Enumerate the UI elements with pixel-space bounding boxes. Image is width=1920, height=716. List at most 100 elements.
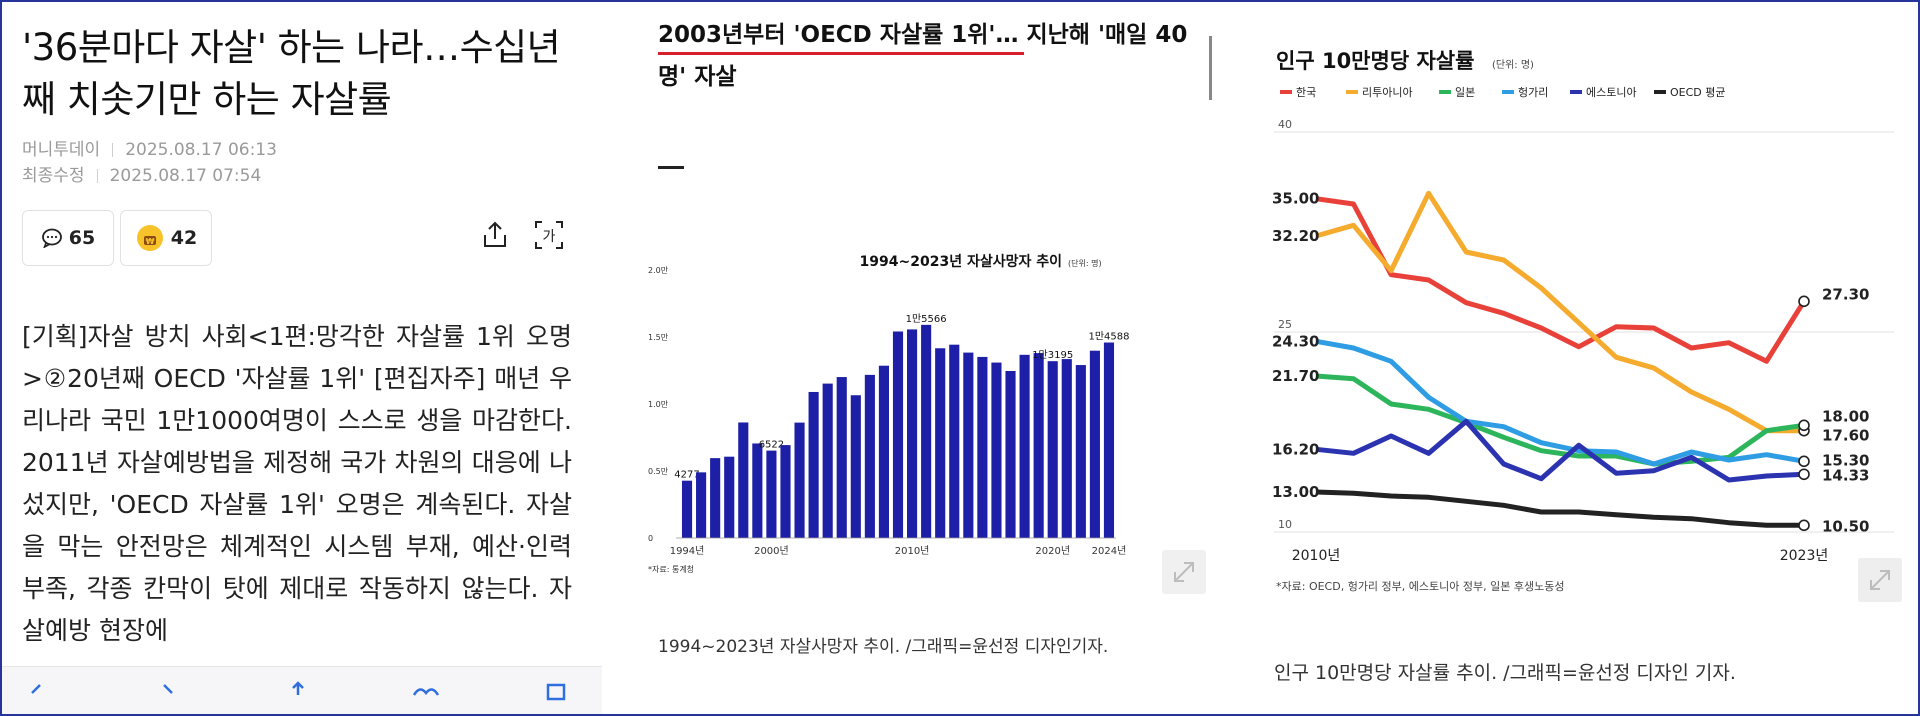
comments-button[interactable]: 65: [22, 210, 114, 266]
series-line: [1315, 373, 1805, 467]
meta-divider: [96, 169, 98, 183]
series-end-marker: [1798, 455, 1810, 468]
series-end-marker: [1798, 519, 1810, 532]
svg-text:가: 가: [543, 229, 556, 245]
legend-swatch: [1570, 90, 1582, 94]
share-icon[interactable]: [478, 218, 512, 252]
bar: [836, 377, 847, 538]
series-end-marker: [1798, 295, 1810, 308]
svg-text:₩: ₩: [145, 237, 154, 246]
series-end-marker: [1798, 468, 1810, 481]
series-start-label: 21.70: [1272, 367, 1319, 385]
expand-icon: [1174, 562, 1194, 582]
bar-data-label: 4277: [674, 470, 699, 481]
y-tick-label: 0.5만: [648, 467, 669, 476]
bar: [724, 456, 735, 538]
x-tick-label: 2024년: [1092, 545, 1127, 557]
series-end-label: 15.30: [1822, 451, 1869, 469]
article-source[interactable]: 머니투데이: [22, 140, 101, 160]
bar: [808, 391, 819, 538]
series-line: [1315, 338, 1805, 467]
bar: [1089, 350, 1100, 538]
bar: [949, 344, 960, 538]
tabs-icon[interactable]: [540, 681, 572, 701]
expand-image-button[interactable]: [1162, 550, 1206, 594]
bar: [935, 348, 946, 538]
bar: [822, 383, 833, 538]
bar: [1047, 361, 1058, 538]
bar: [710, 458, 721, 538]
forward-icon[interactable]: [152, 681, 184, 701]
bar: [1103, 342, 1115, 538]
bookmarks-icon[interactable]: [410, 681, 442, 701]
series-start-label: 35.00: [1272, 190, 1319, 208]
bar: [766, 450, 777, 538]
section-dash: [658, 166, 684, 169]
article-body: [기획]자살 방치 사회<1편:망각한 자살률 1위 오명>②20년째 OECD…: [22, 322, 572, 645]
x-tick-label: 2010년: [1292, 548, 1341, 564]
series-start-label: 24.30: [1272, 332, 1319, 350]
bar-data-label: 1만5566: [906, 313, 947, 325]
middle-caption: 1994~2023년 자살사망자 추이. /그래픽=윤선정 디자인기자.: [658, 637, 1109, 657]
suicide-rate-line-chart: 인구 10만명당 자살률 (단위: 명) 한국 리투아니아 일본 헝가리 에스토니아 OECD…: [1272, 49, 1894, 593]
series-line: [1315, 190, 1804, 434]
bar: [892, 331, 904, 538]
x-tick-label: 2023년: [1780, 548, 1829, 564]
scrollbar[interactable]: [1209, 36, 1212, 100]
x-tick-label: 2010년: [895, 545, 930, 557]
bar: [696, 472, 707, 538]
bar: [1075, 365, 1086, 538]
y-tick-label: 1.5만: [648, 333, 669, 342]
x-tick-label: 1994년: [670, 545, 705, 557]
share-toolbar-icon[interactable]: [282, 681, 314, 701]
bar-data-label: 1만3195: [1032, 349, 1073, 361]
back-icon[interactable]: [22, 681, 54, 701]
y-tick-label: 25: [1278, 318, 1292, 331]
y-tick-label: 0: [648, 534, 653, 543]
series-start-label: 32.20: [1272, 227, 1319, 245]
font-size-icon[interactable]: 가: [532, 218, 566, 252]
series-start-label: 13.00: [1272, 483, 1319, 501]
bar: [738, 422, 749, 538]
bar: [681, 480, 693, 538]
legend-label: 에스토니아: [1586, 86, 1637, 99]
expand-image-button-2[interactable]: [1858, 558, 1902, 602]
legend-swatch: [1502, 90, 1514, 94]
bar: [780, 445, 791, 538]
expand-icon: [1870, 570, 1890, 590]
chart-title: 1994~2023년 자살사망자 추이: [860, 253, 1062, 270]
bar: [1033, 353, 1044, 538]
bar-data-label: 6522: [759, 440, 784, 451]
reaction-button[interactable]: ₩ 42: [120, 210, 212, 266]
series-line: [1315, 418, 1805, 483]
meta-divider: [112, 143, 114, 157]
chart-unit: (단위: 명): [1068, 258, 1102, 268]
bar: [991, 362, 1002, 538]
article-meta-modified: 최종수정 2025.08.17 07:54: [22, 161, 422, 186]
modified-date: 2025.08.17 07:54: [109, 166, 262, 186]
bar: [963, 352, 974, 538]
comment-icon: [41, 228, 62, 248]
legend-label: 헝가리: [1518, 86, 1548, 99]
bar: [907, 329, 918, 538]
bar: [752, 443, 763, 538]
legend-label: 한국: [1296, 86, 1316, 99]
legend-swatch: [1439, 90, 1451, 94]
series-line: [1315, 489, 1804, 528]
published-date: 2025.08.17 06:13: [125, 140, 277, 160]
x-tick-label: 2020년: [1035, 545, 1070, 557]
reactions-count: 42: [170, 227, 198, 249]
bar: [794, 422, 805, 538]
y-tick-label: 2.0만: [648, 266, 669, 275]
legend-swatch: [1654, 90, 1666, 94]
series-end-label: 18.00: [1822, 407, 1869, 425]
bar: [1019, 354, 1030, 538]
article-meta-published: 머니투데이 2025.08.17 06:13: [22, 135, 422, 160]
legend-label: OECD 평균: [1670, 86, 1726, 99]
bar: [1005, 370, 1016, 538]
middle-headline[interactable]: 2003년부터 'OECD 자살률 1위'… 지난해 '매일 40명' 자살: [658, 22, 1188, 90]
series-start-label: 16.20: [1272, 440, 1319, 458]
chart-title: 인구 10만명당 자살률: [1276, 49, 1474, 73]
legend-label: 일본: [1455, 85, 1475, 99]
legend-swatch: [1346, 90, 1358, 94]
